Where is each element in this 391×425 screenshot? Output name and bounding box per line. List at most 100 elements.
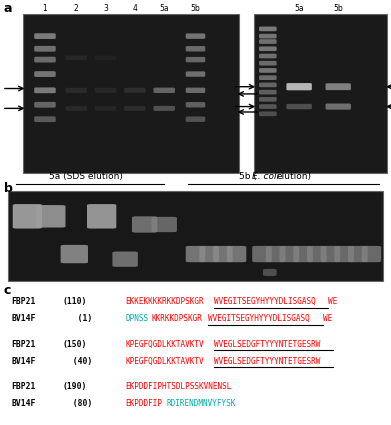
- Text: (190): (190): [63, 382, 87, 391]
- FancyBboxPatch shape: [34, 46, 56, 52]
- FancyBboxPatch shape: [186, 102, 205, 108]
- Text: (1): (1): [63, 314, 92, 323]
- FancyBboxPatch shape: [287, 83, 312, 91]
- Text: WVEGITSEGYHYYYDLISGASQ: WVEGITSEGYHYYYDLISGASQ: [208, 314, 310, 323]
- FancyBboxPatch shape: [325, 104, 351, 110]
- Text: 3: 3: [103, 4, 108, 13]
- FancyBboxPatch shape: [259, 26, 277, 31]
- Text: elution): elution): [276, 172, 311, 181]
- FancyBboxPatch shape: [307, 246, 326, 262]
- FancyBboxPatch shape: [186, 116, 205, 122]
- FancyBboxPatch shape: [34, 33, 56, 39]
- Text: WVEGLSEDGFTYYYNTETGESRW: WVEGLSEDGFTYYYNTETGESRW: [213, 357, 320, 366]
- FancyBboxPatch shape: [293, 246, 313, 262]
- FancyBboxPatch shape: [36, 205, 66, 227]
- FancyBboxPatch shape: [259, 46, 277, 51]
- Text: WE: WE: [328, 297, 337, 306]
- FancyBboxPatch shape: [95, 56, 117, 60]
- Text: BV14F: BV14F: [12, 314, 36, 323]
- Text: 4: 4: [133, 4, 137, 13]
- FancyBboxPatch shape: [124, 88, 145, 93]
- Text: FBP21: FBP21: [12, 382, 36, 391]
- Text: 5a: 5a: [160, 4, 169, 13]
- Text: (40): (40): [63, 357, 92, 366]
- FancyBboxPatch shape: [252, 246, 272, 262]
- Bar: [23, 14, 239, 173]
- Text: b: b: [4, 181, 13, 195]
- FancyBboxPatch shape: [266, 246, 285, 262]
- FancyBboxPatch shape: [325, 83, 351, 90]
- FancyBboxPatch shape: [153, 106, 175, 111]
- FancyBboxPatch shape: [186, 57, 205, 62]
- Text: 5b (: 5b (: [239, 172, 256, 181]
- Text: BV14F: BV14F: [12, 400, 36, 408]
- Text: WVEGITSEGYHYYYDLISGASQ: WVEGITSEGYHYYYDLISGASQ: [213, 297, 315, 306]
- Text: KPEGFQGDLKKTAVKTV: KPEGFQGDLKKTAVKTV: [125, 357, 204, 366]
- Text: 1: 1: [43, 4, 47, 13]
- FancyBboxPatch shape: [153, 88, 175, 93]
- FancyBboxPatch shape: [259, 97, 277, 102]
- Text: RDIRENDMNVYFYSK: RDIRENDMNVYFYSK: [167, 400, 236, 408]
- Text: 2: 2: [74, 4, 79, 13]
- FancyBboxPatch shape: [66, 56, 87, 60]
- FancyBboxPatch shape: [61, 245, 88, 263]
- Text: a: a: [4, 2, 13, 15]
- FancyBboxPatch shape: [199, 246, 219, 262]
- FancyBboxPatch shape: [152, 217, 177, 232]
- FancyBboxPatch shape: [259, 82, 277, 87]
- FancyBboxPatch shape: [259, 111, 277, 116]
- Text: EKKEKKKKRKKDPSKGR: EKKEKKKKRKKDPSKGR: [125, 297, 204, 306]
- FancyBboxPatch shape: [213, 246, 233, 262]
- FancyBboxPatch shape: [186, 71, 205, 77]
- FancyBboxPatch shape: [362, 246, 381, 262]
- FancyBboxPatch shape: [34, 88, 56, 93]
- FancyBboxPatch shape: [34, 116, 56, 122]
- FancyBboxPatch shape: [34, 71, 56, 77]
- Text: KKRKKDPSKGR: KKRKKDPSKGR: [151, 314, 202, 323]
- FancyBboxPatch shape: [287, 104, 312, 109]
- Text: WE: WE: [323, 314, 332, 323]
- FancyBboxPatch shape: [186, 34, 205, 39]
- FancyBboxPatch shape: [95, 106, 117, 111]
- Text: (150): (150): [63, 340, 87, 348]
- Text: DPNSS: DPNSS: [125, 314, 148, 323]
- FancyBboxPatch shape: [334, 246, 354, 262]
- Text: BV14F: BV14F: [12, 357, 36, 366]
- FancyBboxPatch shape: [34, 57, 56, 62]
- FancyBboxPatch shape: [13, 204, 42, 229]
- Text: 5a (SDS elution): 5a (SDS elution): [49, 172, 123, 181]
- Text: E. coli: E. coli: [252, 172, 279, 181]
- FancyBboxPatch shape: [87, 204, 117, 229]
- FancyBboxPatch shape: [113, 252, 138, 267]
- FancyBboxPatch shape: [259, 104, 277, 109]
- FancyBboxPatch shape: [124, 106, 145, 111]
- Bar: [8, 191, 383, 280]
- Text: EKPDDFIPHTSDLPSSKVNENSL: EKPDDFIPHTSDLPSSKVNENSL: [125, 382, 231, 391]
- FancyBboxPatch shape: [259, 39, 277, 44]
- Text: KPEGFQGDLKKTAVKTV: KPEGFQGDLKKTAVKTV: [125, 340, 204, 348]
- FancyBboxPatch shape: [66, 106, 87, 111]
- FancyBboxPatch shape: [348, 246, 368, 262]
- FancyBboxPatch shape: [259, 75, 277, 80]
- Text: (80): (80): [63, 400, 92, 408]
- FancyBboxPatch shape: [259, 68, 277, 73]
- FancyBboxPatch shape: [186, 46, 205, 51]
- FancyBboxPatch shape: [321, 246, 340, 262]
- FancyBboxPatch shape: [259, 61, 277, 65]
- FancyBboxPatch shape: [259, 54, 277, 58]
- Text: 5b: 5b: [334, 4, 343, 13]
- FancyBboxPatch shape: [186, 88, 205, 93]
- Text: c: c: [4, 284, 11, 297]
- Bar: [254, 14, 387, 173]
- FancyBboxPatch shape: [186, 246, 205, 262]
- FancyBboxPatch shape: [259, 34, 277, 39]
- Text: FBP21: FBP21: [12, 340, 36, 348]
- Text: (110): (110): [63, 297, 87, 306]
- Text: FBP21: FBP21: [12, 297, 36, 306]
- FancyBboxPatch shape: [227, 246, 246, 262]
- FancyBboxPatch shape: [132, 216, 157, 232]
- FancyBboxPatch shape: [95, 88, 117, 93]
- FancyBboxPatch shape: [263, 269, 277, 276]
- FancyBboxPatch shape: [34, 102, 56, 108]
- Text: WVEGLSEDGFTYYYNTETGESRW: WVEGLSEDGFTYYYNTETGESRW: [213, 340, 320, 348]
